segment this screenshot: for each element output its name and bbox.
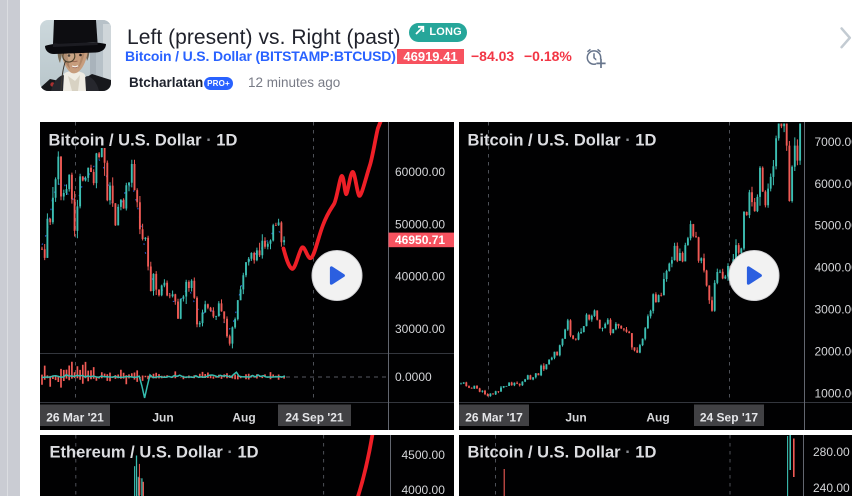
svg-text:4000.00: 4000.00 xyxy=(402,482,446,496)
svg-text:Bitcoin / U.S. Dollar · 1D: Bitcoin / U.S. Dollar · 1D xyxy=(468,132,657,150)
svg-text:4000.00: 4000.00 xyxy=(815,261,852,275)
svg-text:46950.71: 46950.71 xyxy=(395,233,445,247)
svg-text:5000.00: 5000.00 xyxy=(815,219,852,233)
svg-text:7000.00: 7000.00 xyxy=(815,135,852,149)
svg-text:2000.00: 2000.00 xyxy=(815,344,852,358)
svg-text:4500.00: 4500.00 xyxy=(402,447,446,461)
svg-text:Aug: Aug xyxy=(646,411,669,425)
svg-text:Bitcoin / U.S. Dollar · 1D: Bitcoin / U.S. Dollar · 1D xyxy=(468,443,657,461)
svg-text:40000.00: 40000.00 xyxy=(395,270,445,284)
svg-text:280.00: 280.00 xyxy=(813,444,850,458)
svg-text:6000.00: 6000.00 xyxy=(815,177,852,191)
svg-text:Jun: Jun xyxy=(565,411,586,425)
svg-text:60000.00: 60000.00 xyxy=(395,165,445,179)
svg-text:Ethereum / U.S. Dollar · 1D: Ethereum / U.S. Dollar · 1D xyxy=(50,443,259,461)
svg-text:26 Mar '21: 26 Mar '21 xyxy=(46,411,104,425)
svg-text:50000.00: 50000.00 xyxy=(395,217,445,231)
svg-text:30000.00: 30000.00 xyxy=(395,322,445,336)
svg-text:3000.00: 3000.00 xyxy=(815,303,852,317)
svg-text:Bitcoin / U.S. Dollar · 1D: Bitcoin / U.S. Dollar · 1D xyxy=(49,132,238,150)
svg-text:240.00: 240.00 xyxy=(813,480,850,494)
svg-text:24 Sep '17: 24 Sep '17 xyxy=(700,411,759,425)
svg-text:24 Sep '21: 24 Sep '21 xyxy=(285,411,344,425)
svg-text:Aug: Aug xyxy=(232,411,255,425)
svg-text:1000.00: 1000.00 xyxy=(815,386,852,400)
svg-text:26 Mar '17: 26 Mar '17 xyxy=(465,411,523,425)
svg-text:Jun: Jun xyxy=(152,411,173,425)
svg-text:0.0000: 0.0000 xyxy=(395,370,432,384)
